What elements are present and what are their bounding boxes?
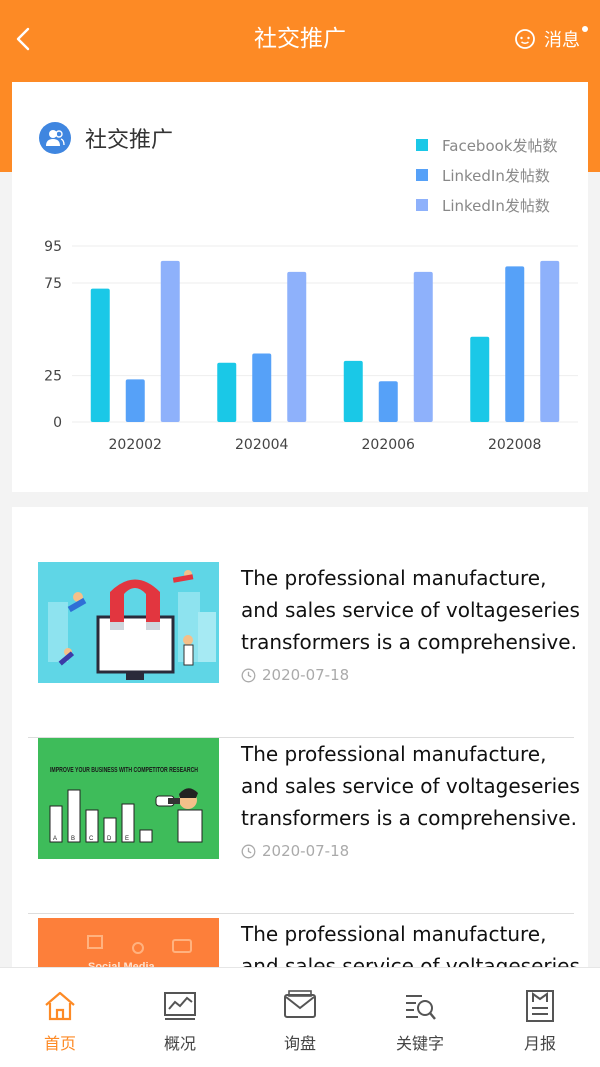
page-title: 社交推广 [254, 26, 346, 52]
chat-bubble-icon [515, 29, 535, 49]
tab-overview[interactable]: 概况 [120, 968, 240, 1067]
tab-label: 关键字 [395, 1034, 444, 1053]
bar[interactable] [160, 260, 180, 422]
x-tick-label: 202004 [235, 437, 289, 453]
thumb-bar-label: D [107, 836, 112, 842]
legend-swatch [416, 169, 428, 181]
legend-item[interactable]: Facebook发帖数 [416, 130, 557, 160]
article-item[interactable]: The professional manufacture, and sales … [28, 562, 580, 738]
divider [28, 737, 574, 738]
date-text: 2020-07-18 [262, 666, 350, 684]
social-promotion-card: 社交推广 Facebook发帖数 LinkedIn发帖数 LinkedIn发帖数… [12, 82, 588, 492]
bar[interactable] [470, 336, 490, 422]
tab-monthly-report[interactable]: 月报 [480, 968, 600, 1067]
users-icon [39, 122, 71, 154]
y-tick-label: 25 [44, 369, 62, 385]
thumb-bar-label: A [53, 836, 57, 842]
bar[interactable] [252, 353, 272, 422]
bar[interactable] [90, 288, 110, 422]
bar[interactable] [505, 266, 525, 422]
x-tick-label: 202006 [362, 437, 416, 453]
tab-label: 首页 [43, 1034, 76, 1053]
legend-item[interactable]: LinkedIn发帖数 [416, 160, 557, 190]
bar[interactable] [540, 260, 560, 422]
home-icon [45, 991, 75, 1021]
x-tick-label: 202002 [109, 437, 162, 453]
tab-label: 月报 [523, 1034, 556, 1053]
unread-dot [582, 26, 588, 32]
bar[interactable] [125, 379, 145, 422]
bar[interactable] [343, 360, 363, 422]
messages-button[interactable]: 消息 [514, 26, 588, 52]
card-title: 社交推广 [39, 122, 173, 154]
legend-swatch [416, 139, 428, 151]
article-thumbnail-competitor: IMPROVE YOUR BUSINESS WITH COMPETITOR RE… [38, 738, 219, 859]
legend-label: LinkedIn发帖数 [442, 196, 550, 215]
clock-icon [241, 844, 256, 858]
legend-label: Facebook发帖数 [442, 136, 558, 155]
y-tick-label: 0 [53, 415, 62, 431]
legend-label: LinkedIn发帖数 [442, 166, 550, 185]
thumb-bar-label: C [89, 836, 94, 842]
card-title-text: 社交推广 [85, 128, 174, 153]
y-tick-label: 95 [44, 239, 62, 255]
chart-legend: Facebook发帖数 LinkedIn发帖数 LinkedIn发帖数 [416, 130, 557, 220]
bar[interactable] [378, 381, 398, 422]
overview-chart-icon [164, 992, 196, 1020]
thumb-caption: IMPROVE YOUR BUSINESS WITH COMPETITOR RE… [50, 765, 198, 774]
tab-home[interactable]: 首页 [0, 968, 120, 1067]
tab-label: 询盘 [283, 1034, 316, 1053]
date-text: 2020-07-18 [262, 842, 350, 860]
back-arrow-icon[interactable] [10, 22, 40, 56]
article-item[interactable]: IMPROVE YOUR BUSINESS WITH COMPETITOR RE… [28, 738, 580, 914]
legend-item[interactable]: LinkedIn发帖数 [416, 190, 557, 220]
messages-label: 消息 [544, 30, 580, 51]
thumb-bar-label: E [125, 836, 129, 842]
legend-swatch [416, 199, 428, 211]
article-text: The professional manufacture, and sales … [241, 566, 580, 654]
divider [28, 913, 574, 914]
bar-chart: 0 25 75 95 202002 202004 202006 202008 [44, 239, 578, 453]
keyword-search-icon [406, 995, 436, 1020]
bar[interactable] [217, 362, 237, 422]
article-text: The professional manufacture, and sales … [241, 742, 580, 830]
bar[interactable] [413, 271, 433, 422]
article-date: 2020-07-18 [241, 842, 349, 860]
x-tick-label: 202008 [488, 437, 541, 453]
article-date: 2020-07-18 [241, 666, 349, 684]
clock-icon [241, 668, 256, 682]
tab-keywords[interactable]: 关键字 [360, 968, 480, 1067]
tab-inquiry[interactable]: 询盘 [240, 968, 360, 1067]
article-list: The professional manufacture, and sales … [12, 507, 588, 977]
bottom-tab-bar: 首页 概况 询盘 关键字 [0, 967, 600, 1067]
thumb-bar-label: B [71, 836, 75, 842]
bar[interactable] [287, 271, 307, 422]
mail-icon [284, 990, 316, 1018]
app-header: 社交推广 消息 [0, 0, 600, 80]
article-thumbnail-magnet [38, 562, 219, 683]
y-tick-label: 75 [44, 276, 62, 292]
tab-label: 概况 [163, 1034, 196, 1053]
monthly-report-icon [526, 990, 554, 1022]
